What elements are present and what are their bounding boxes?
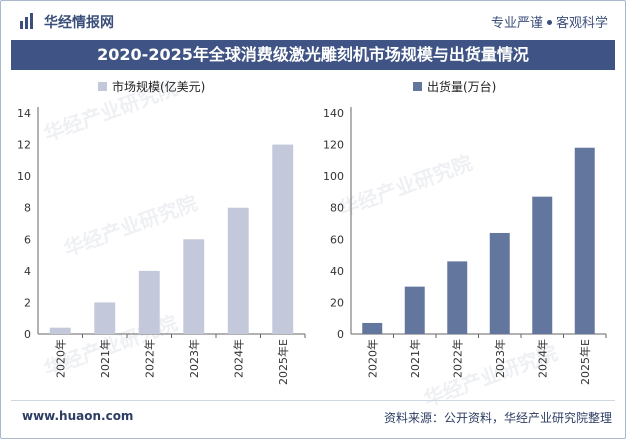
legend-swatch (413, 82, 422, 91)
x-tick-label: 2025年E (578, 339, 592, 385)
x-tick-label: 2021年 (408, 339, 422, 378)
y-tick-label: 2 (24, 296, 31, 309)
logo-text: 华经情报网 (44, 15, 114, 31)
footer-divider (11, 400, 615, 401)
bar (447, 261, 468, 334)
chart-market-size: 市场规模(亿美元) 0 2 4 6 8 10 12 14 2020年 2021年 2022年 2023年… (17, 79, 306, 385)
bar (574, 147, 595, 334)
y-tick-label: 20 (330, 296, 344, 309)
y-tick-label: 0 (24, 328, 31, 341)
x-tick-label: 2020年 (53, 339, 67, 378)
bar (272, 144, 294, 334)
bar (183, 239, 205, 334)
y-tick-label: 80 (330, 202, 344, 215)
x-tick-label: 2022年 (450, 339, 464, 378)
slogan-left: 专业严谨 (490, 16, 543, 31)
y-tick-label: 140 (323, 107, 344, 120)
y-tick-label: 8 (24, 202, 31, 215)
bar (138, 270, 160, 334)
y-tick-label: 100 (323, 170, 344, 183)
y-tick-label: 4 (24, 265, 31, 278)
x-tick-label: 2021年 (98, 339, 112, 378)
y-tick-label: 10 (17, 170, 31, 183)
legend-label: 出货量(万台) (427, 79, 496, 94)
footer: www.huaon.com 资料来源：公开资料，华经产业研究院整理 (0, 400, 626, 437)
bar (362, 322, 383, 334)
x-tick-label: 2023年 (493, 339, 507, 378)
slogan-right: 客观科学 (555, 16, 608, 31)
x-tick-label: 2022年 (142, 339, 156, 378)
x-tick-label: 2024年 (231, 339, 245, 378)
y-tick-label: 6 (24, 233, 31, 246)
footer-source: 资料来源：公开资料，华经产业研究院整理 (383, 411, 612, 425)
slogan-dot-icon (546, 20, 552, 25)
y-tick-label: 12 (17, 139, 31, 152)
x-tick-label: 2023年 (187, 339, 201, 378)
y-tick-label: 14 (17, 107, 31, 120)
x-tick-label: 2024年 (535, 339, 549, 378)
x-tick-label: 2025年E (276, 339, 290, 385)
x-tick-label: 2020年 (365, 339, 379, 378)
y-tick-label: 60 (330, 233, 344, 246)
legend-swatch (98, 82, 107, 91)
chart-title: 2020-2025年全球消费级激光雕刻机市场规模与出货量情况 (11, 40, 615, 70)
bar (489, 232, 510, 334)
bar (532, 196, 553, 334)
y-tick-label: 120 (323, 139, 344, 152)
y-tick-label: 0 (337, 328, 344, 341)
chart-shipments: 出货量(万台) 0 20 40 60 80 100 120 140 2020年 2021年 2022年… (323, 79, 607, 385)
y-tick-label: 40 (330, 265, 344, 278)
top-bar: 华经情报网 专业严谨 客观科学 (0, 0, 626, 40)
legend-label: 市场规模(亿美元) (112, 79, 205, 94)
logo-icon (20, 13, 33, 29)
slogan: 专业严谨 客观科学 (491, 12, 608, 31)
bar (49, 327, 71, 334)
footer-site: www.huaon.com (22, 409, 134, 423)
bar (227, 207, 249, 334)
bar (404, 286, 425, 334)
bar (94, 302, 116, 334)
